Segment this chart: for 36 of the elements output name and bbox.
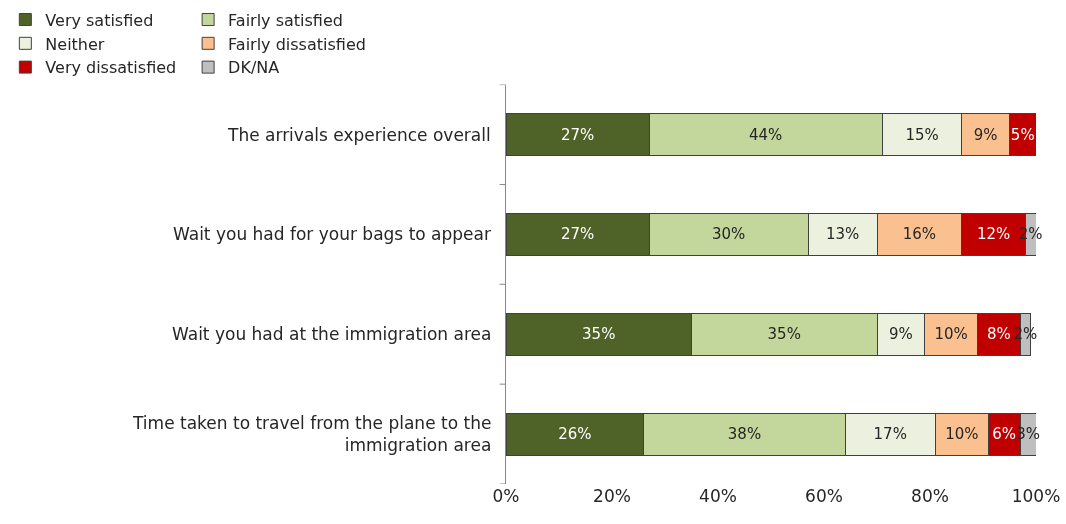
legend-label: DK/NA: [228, 58, 280, 78]
y-tick-label: Wait you had at the immigration area: [172, 324, 492, 344]
data-label: 5%: [1010, 125, 1035, 144]
data-label: 17%: [873, 425, 907, 444]
data-label: 26%: [558, 425, 592, 444]
legend-label: Very dissatisfied: [45, 58, 177, 78]
data-label: 27%: [560, 225, 595, 244]
data-label: 35%: [582, 325, 616, 344]
data-label: 9%: [973, 125, 998, 144]
x-tick-label: 0%: [492, 486, 520, 506]
data-label: 35%: [767, 325, 801, 344]
x-tick-label: 80%: [911, 486, 949, 506]
x-tick-label: 40%: [699, 486, 737, 506]
data-label: 38%: [727, 425, 762, 444]
data-label: 44%: [749, 125, 783, 144]
legend-label: Fairly satisfied: [228, 10, 343, 30]
data-label: 12%: [976, 225, 1011, 244]
y-tick-label: Wait you had for your bags to appear: [173, 224, 491, 244]
data-label: 10%: [934, 325, 968, 344]
data-label: 6%: [992, 425, 1017, 444]
data-label: 10%: [945, 425, 979, 444]
y-tick-label: Time taken to travel from the plane to the immigration area: [132, 413, 492, 456]
data-label: 30%: [711, 225, 746, 244]
x-tick-label: 60%: [805, 486, 843, 506]
data-label: 8%: [987, 325, 1011, 344]
y-tick-label: The arrivals experience overall: [227, 125, 491, 145]
legend-label: Very satisfied: [45, 10, 154, 30]
data-label: 16%: [902, 225, 937, 244]
x-tick-label: 20%: [593, 486, 631, 506]
data-label: 9%: [888, 325, 913, 344]
x-tick-label: 100%: [1011, 486, 1061, 506]
legend-label: Fairly dissatisfied: [228, 34, 366, 54]
data-label: 15%: [905, 125, 939, 144]
data-label: 27%: [560, 125, 595, 144]
legend-label: Neither: [45, 34, 105, 54]
data-label: 13%: [825, 225, 860, 244]
